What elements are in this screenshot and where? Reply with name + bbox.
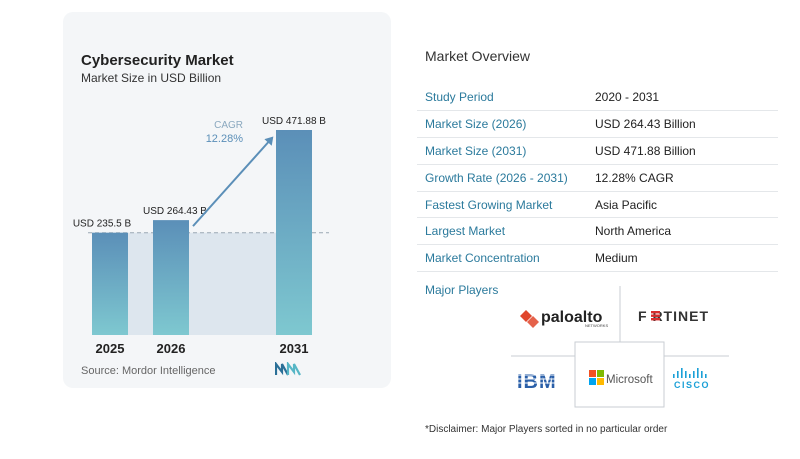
overview-value: North America	[587, 217, 778, 246]
overview-key: Market Size (2026)	[417, 110, 587, 139]
fortinet-mark-icon	[651, 311, 660, 321]
major-players-title: Major Players	[425, 283, 499, 297]
value-label-2025: USD 235.5 B	[73, 219, 132, 230]
chart-subtitle: Market Size in USD Billion	[81, 71, 222, 85]
overview-value: Medium	[587, 244, 778, 273]
overview-value: USD 471.88 Billion	[587, 137, 778, 165]
bar-2026	[153, 220, 189, 335]
overview-value: 12.28% CAGR	[587, 164, 778, 192]
chart-card: Cybersecurity Market Market Size in USD …	[63, 12, 391, 388]
cagr-label: CAGR	[214, 120, 243, 131]
source-note: Source: Mordor Intelligence	[81, 365, 216, 377]
overview-row: Study Period 2020 - 2031	[417, 84, 778, 112]
bar-2025	[92, 232, 128, 335]
disclaimer: *Disclaimer: Major Players sorted in no …	[425, 424, 668, 435]
paloalto-networks-label: NETWORKS	[585, 323, 608, 328]
chart-title: Cybersecurity Market	[81, 52, 234, 69]
overview-key: Market Size (2031)	[417, 137, 587, 165]
overview-row: Largest Market North America	[417, 217, 778, 246]
microsoft-wordmark: Microsoft	[606, 374, 653, 386]
microsoft-squares-icon	[589, 370, 604, 385]
value-label-2026: USD 264.43 B	[143, 206, 207, 217]
overview-key: Study Period	[417, 84, 587, 112]
overview-key: Largest Market	[417, 217, 587, 246]
cisco-wordmark: CISCO	[674, 380, 710, 390]
market-overview-title: Market Overview	[425, 48, 531, 64]
cagr-value: 12.28%	[206, 133, 244, 145]
fortinet-wordmark: F RTINET	[638, 308, 709, 324]
mordor-intelligence-logo-icon	[275, 362, 301, 376]
overview-row: Fastest Growing Market Asia Pacific	[417, 191, 778, 219]
bar-chart: USD 235.5 B 2025 USD 264.43 B 2026 USD 471.8…	[73, 116, 329, 356]
ibm-wordmark: IBM	[517, 371, 557, 393]
overview-key: Growth Rate (2026 - 2031)	[417, 164, 587, 192]
overview-value: USD 264.43 Billion	[587, 110, 778, 139]
category-label-2026: 2026	[157, 341, 186, 356]
overview-key: Market Concentration	[417, 244, 587, 273]
value-label-2031: USD 471.88 B	[262, 116, 326, 127]
overview-value: Asia Pacific	[587, 191, 778, 219]
paloalto-mark-icon	[520, 310, 539, 328]
fortinet-logo: F RTINET	[638, 308, 709, 324]
bar-2031	[276, 130, 312, 335]
overview-value: 2020 - 2031	[587, 84, 778, 112]
category-label-2025: 2025	[96, 341, 125, 356]
paloalto-logo: paloalto NETWORKS	[520, 309, 608, 328]
category-label-2031: 2031	[280, 341, 309, 356]
market-overview-table: Study Period 2020 - 2031 Market Size (2026…	[417, 84, 778, 273]
overview-row: Market Size (2026) USD 264.43 Billion	[417, 110, 778, 139]
ibm-logo: IBM	[515, 371, 560, 393]
overview-row: Market Concentration Medium	[417, 244, 778, 273]
overview-row: Market Size (2031) USD 471.88 Billion	[417, 137, 778, 165]
paloalto-wordmark: paloalto	[541, 309, 603, 326]
cisco-logo: CISCO	[673, 368, 710, 390]
overview-key: Fastest Growing Market	[417, 191, 587, 219]
cagr-arrow	[192, 136, 274, 227]
microsoft-logo: Microsoft	[589, 370, 653, 386]
cisco-bars-icon	[673, 368, 707, 378]
overview-row: Growth Rate (2026 - 2031) 12.28% CAGR	[417, 164, 778, 192]
